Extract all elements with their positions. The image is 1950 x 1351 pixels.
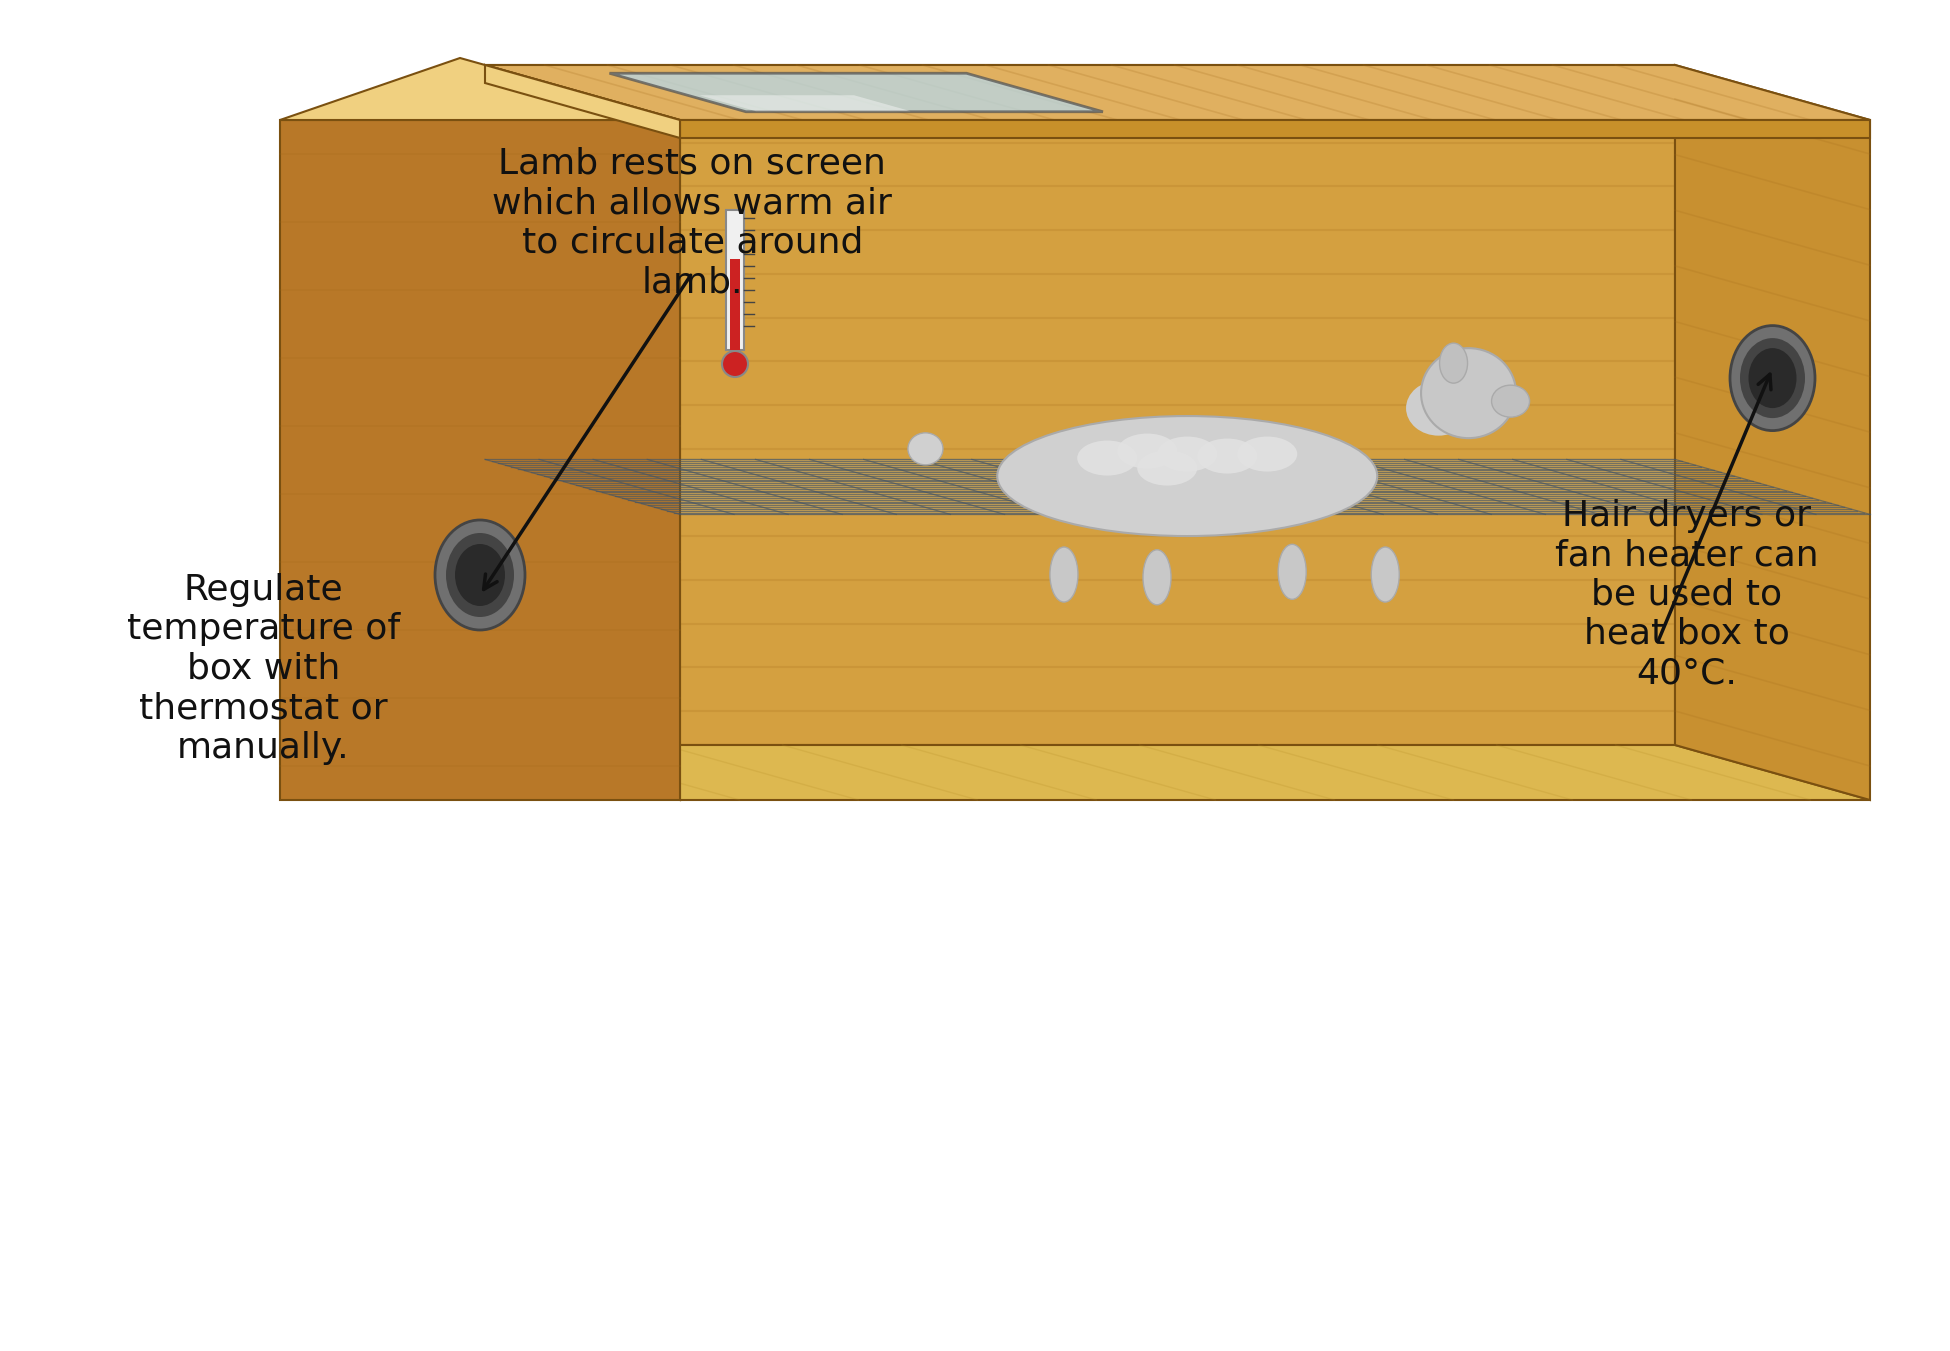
Text: Regulate
temperature of
box with
thermostat or
manually.: Regulate temperature of box with thermos…: [127, 573, 400, 765]
Polygon shape: [486, 65, 681, 800]
Ellipse shape: [1739, 338, 1806, 417]
Ellipse shape: [1117, 434, 1178, 469]
Bar: [725, 209, 745, 350]
Ellipse shape: [1492, 385, 1529, 417]
Ellipse shape: [1277, 544, 1306, 600]
Ellipse shape: [1236, 436, 1297, 471]
Ellipse shape: [435, 520, 525, 630]
Ellipse shape: [1049, 547, 1078, 603]
Polygon shape: [486, 459, 1870, 515]
Polygon shape: [1675, 65, 1870, 800]
Polygon shape: [486, 65, 1870, 120]
Polygon shape: [281, 120, 681, 800]
Ellipse shape: [1143, 550, 1172, 605]
Polygon shape: [486, 65, 1675, 744]
Ellipse shape: [454, 544, 505, 607]
Ellipse shape: [1422, 349, 1515, 438]
Bar: [729, 259, 739, 350]
Ellipse shape: [1197, 439, 1258, 474]
Ellipse shape: [1749, 349, 1796, 408]
Polygon shape: [486, 65, 681, 138]
Polygon shape: [681, 120, 1870, 138]
Text: Lamb rests on screen
which allows warm air
to circulate around
lamb.: Lamb rests on screen which allows warm a…: [491, 147, 893, 299]
Ellipse shape: [1439, 343, 1468, 384]
Ellipse shape: [1137, 450, 1197, 485]
Ellipse shape: [1076, 440, 1137, 476]
Polygon shape: [610, 73, 1104, 112]
Ellipse shape: [996, 416, 1377, 536]
Ellipse shape: [1406, 381, 1470, 435]
Text: Hair dryers or
fan heater can
be used to
heat box to
40°C.: Hair dryers or fan heater can be used to…: [1554, 499, 1819, 690]
Ellipse shape: [722, 351, 749, 377]
Polygon shape: [700, 96, 911, 111]
Polygon shape: [281, 58, 681, 120]
Ellipse shape: [909, 432, 944, 465]
Ellipse shape: [1156, 436, 1217, 471]
Ellipse shape: [1730, 326, 1815, 431]
Ellipse shape: [447, 534, 515, 617]
Polygon shape: [486, 744, 1870, 800]
Ellipse shape: [1371, 547, 1400, 603]
